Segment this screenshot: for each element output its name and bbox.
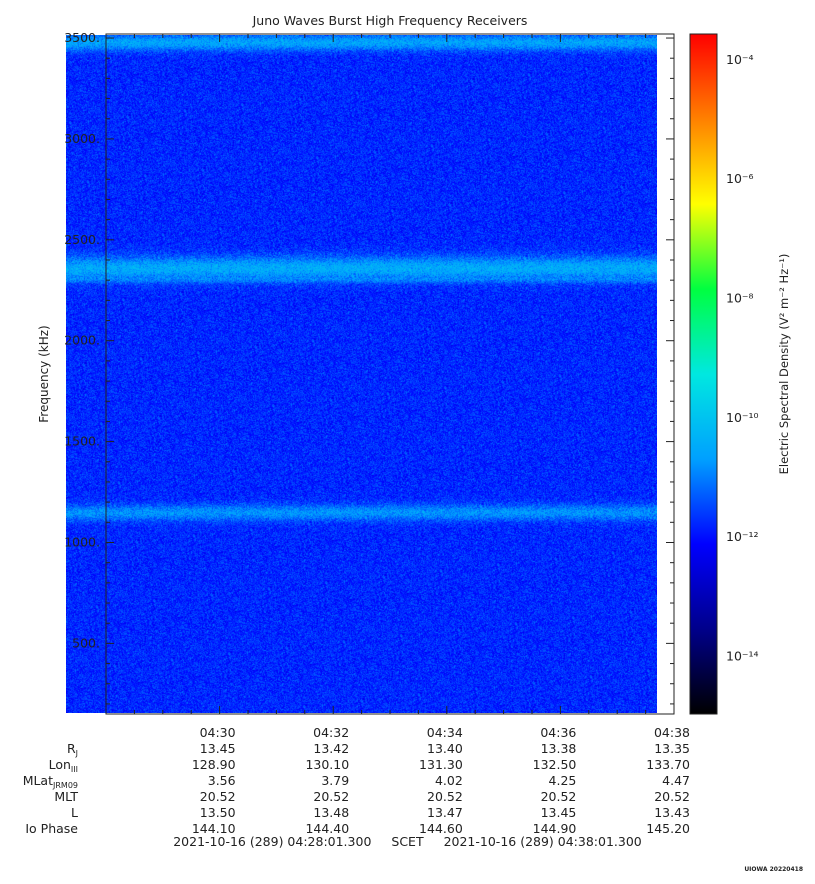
colorbar-tick-label: 10⁻⁴	[726, 52, 754, 67]
y-tick-label: 500.	[72, 635, 100, 650]
ephemeris-cell: 144.60	[419, 821, 463, 836]
ephemeris-row-label-text: Io Phase	[25, 821, 78, 836]
ephemeris-cell: 3.56	[207, 773, 236, 788]
colorbar-tick-label: 10⁻¹⁴	[726, 648, 759, 663]
ephemeris-cell: 13.50	[199, 805, 236, 820]
ephemeris-cell: 131.30	[419, 757, 463, 772]
colorbar-tick-label: 10⁻¹²	[726, 529, 759, 544]
ephemeris-row-label-subscript: III	[70, 765, 78, 774]
ephemeris-cell: 4.25	[548, 773, 577, 788]
ephemeris-column-header: 04:34	[426, 725, 463, 740]
ephemeris-cell: 145.20	[646, 821, 690, 836]
ephemeris-row-label-text: MLT	[54, 789, 78, 804]
ephemeris-cell: 13.47	[427, 805, 463, 820]
ephemeris-cell: 20.52	[313, 789, 350, 804]
ephemeris-row-label: MLT	[54, 789, 78, 804]
ephemeris-cell: 144.10	[191, 821, 236, 836]
y-tick-label: 2000.	[64, 333, 100, 348]
ephemeris-row-label-text: Lon	[48, 757, 71, 772]
ephemeris-cell: 130.10	[305, 757, 350, 772]
ephemeris-cell: 133.70	[646, 757, 690, 772]
colorbar-tick-label: 10⁻⁶	[726, 171, 754, 186]
time-range-footer: 2021-10-16 (289) 04:28:01.300 SCET 2021-…	[0, 834, 815, 849]
ephemeris-row-label-text: L	[71, 805, 78, 820]
ephemeris-cell: 20.52	[199, 789, 236, 804]
ephemeris-row-label: L	[71, 805, 78, 820]
colorbar	[689, 33, 718, 715]
ephemeris-row-label-subscript: J	[75, 749, 78, 758]
chart-title: Juno Waves Burst High Frequency Receiver…	[252, 13, 528, 28]
ephemeris-cell: 13.48	[313, 805, 350, 820]
y-tick-label: 2500.	[64, 232, 100, 247]
ephemeris-row-label: RJ	[67, 741, 78, 758]
ephemeris-column-header: 04:36	[540, 725, 577, 740]
ephemeris-cell: 128.90	[191, 757, 236, 772]
colorbar-label: Electric Spectral Density (V² m⁻² Hz⁻¹)	[777, 254, 791, 475]
ephemeris-cell: 13.42	[313, 741, 350, 756]
ephemeris-cell: 20.52	[427, 789, 463, 804]
footer-frame: SCET	[391, 834, 424, 849]
ephemeris-cell: 13.40	[427, 741, 463, 756]
ephemeris-cell: 13.45	[540, 805, 577, 820]
footer-start-time: 2021-10-16 (289) 04:28:01.300	[173, 834, 372, 849]
ephemeris-cell: 20.52	[654, 789, 690, 804]
ephemeris-column-header: 04:38	[653, 725, 690, 740]
credit-stamp: UIOWA 20220418	[744, 866, 803, 873]
y-tick-label: 1000.	[64, 534, 100, 549]
ephemeris-row-label-text: MLat	[22, 773, 53, 788]
ephemeris-cell: 144.40	[305, 821, 350, 836]
ephemeris-row-label-subscript: JRM09	[53, 781, 78, 790]
ephemeris-row-label: Io Phase	[25, 821, 78, 836]
ephemeris-cell: 13.38	[540, 741, 577, 756]
ephemeris-cell: 144.90	[532, 821, 577, 836]
ephemeris-cell: 4.47	[662, 773, 690, 788]
y-axis-label: Frequency (kHz)	[37, 325, 51, 422]
ephemeris-cell: 13.43	[654, 805, 690, 820]
ephemeris-column-header: 04:32	[313, 725, 350, 740]
ephemeris-cell: 4.02	[434, 773, 463, 788]
ephemeris-cell: 13.45	[199, 741, 236, 756]
ephemeris-row-label-text: R	[66, 741, 76, 756]
ephemeris-column-header: 04:30	[199, 725, 236, 740]
ephemeris-cell: 132.50	[532, 757, 577, 772]
ephemeris-row-label: LonIII	[49, 757, 78, 774]
colorbar-tick-label: 10⁻⁸	[726, 290, 754, 305]
ephemeris-row-label: MLatJRM09	[23, 773, 78, 790]
ephemeris-cell: 13.35	[654, 741, 690, 756]
y-tick-label: 3500.	[64, 30, 100, 45]
y-tick-label: 1500.	[64, 434, 100, 449]
y-tick-label: 3000.	[64, 131, 100, 146]
colorbar-tick-label: 10⁻¹⁰	[726, 410, 759, 425]
spectrogram-heatmap	[66, 35, 657, 713]
footer-end-time: 2021-10-16 (289) 04:38:01.300	[443, 834, 642, 849]
ephemeris-cell: 20.52	[540, 789, 577, 804]
ephemeris-cell: 3.79	[321, 773, 350, 788]
